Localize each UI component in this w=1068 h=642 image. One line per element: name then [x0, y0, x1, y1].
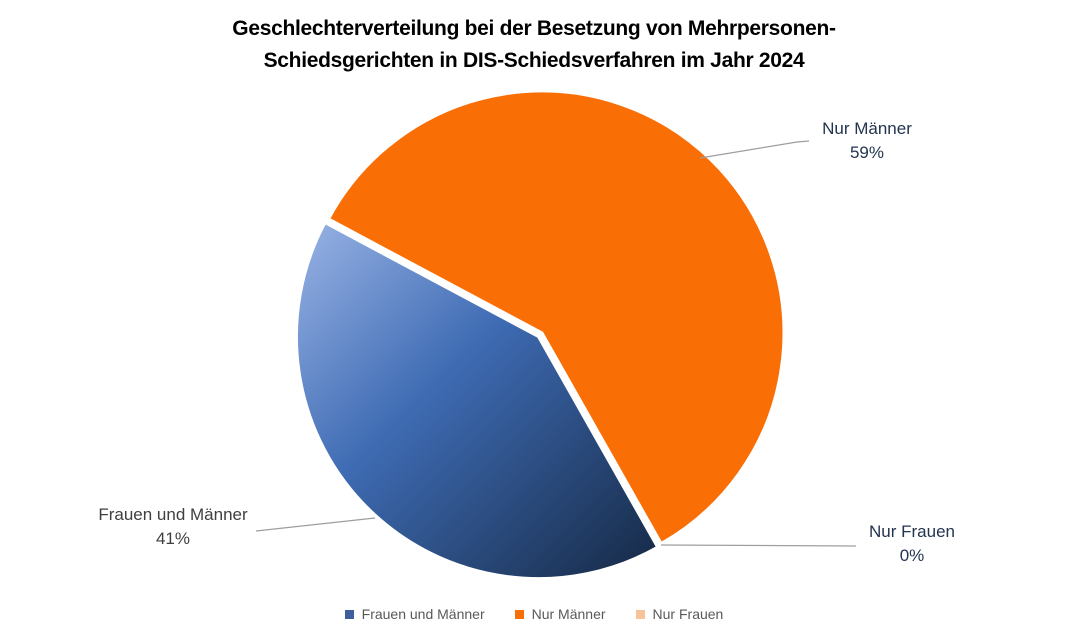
- data-label-name: Frauen und Männer: [98, 505, 248, 524]
- chart-title-line2: Schiedsgerichten in DIS-Schiedsverfahren…: [263, 49, 805, 72]
- legend-item-frauen-und-maenner: Frauen und Männer: [344, 606, 485, 622]
- leader-line-nur-frauen: [660, 544, 857, 547]
- data-label-name: Nur Frauen: [869, 522, 955, 541]
- data-label-value: 0%: [899, 546, 925, 565]
- pie-slice-frauen-und-maenner: [294, 221, 660, 581]
- data-label-frauen-und-maenner: Frauen und Männer 41%: [98, 503, 247, 551]
- chart-legend: Frauen und Männer Nur Männer Nur Frauen: [0, 601, 1068, 627]
- data-label-nur-maenner: Nur Männer 59%: [822, 117, 912, 165]
- legend-item-nur-frauen: Nur Frauen: [635, 606, 724, 622]
- legend-label: Frauen und Männer: [361, 606, 485, 622]
- legend-label: Nur Frauen: [652, 606, 724, 622]
- legend-swatch-orange-icon: [514, 609, 524, 619]
- leader-line-nur-maenner: [699, 140, 810, 159]
- pie-slice-nur-maenner: [327, 89, 786, 546]
- pie-slices-group: [294, 89, 786, 581]
- chart-title-line1: Geschlechterverteilung bei der Besetzung…: [232, 17, 836, 40]
- legend-swatch-blue-icon: [344, 609, 354, 619]
- leader-line-frauen-und-maenner: [255, 517, 376, 532]
- data-label-value: 41%: [155, 529, 191, 548]
- legend-label: Nur Männer: [531, 606, 606, 622]
- data-label-value: 59%: [849, 143, 885, 162]
- legend-swatch-peach-icon: [635, 609, 645, 619]
- legend-item-nur-maenner: Nur Männer: [514, 606, 606, 622]
- data-label-nur-frauen: Nur Frauen 0%: [869, 520, 955, 568]
- chart-title: Geschlechterverteilung bei der Besetzung…: [0, 13, 1068, 77]
- data-label-name: Nur Männer: [822, 119, 912, 138]
